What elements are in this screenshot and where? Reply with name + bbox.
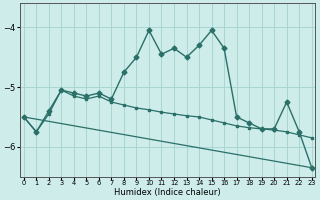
X-axis label: Humidex (Indice chaleur): Humidex (Indice chaleur) [115,188,221,197]
